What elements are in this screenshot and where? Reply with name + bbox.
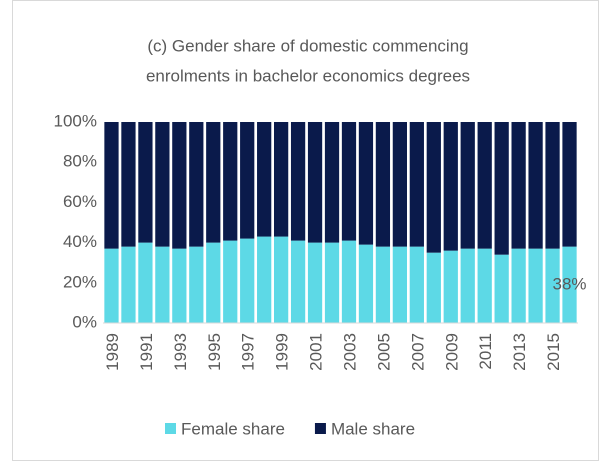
chart-frame [12, 0, 599, 461]
bar-segment [545, 122, 560, 249]
legend-label: Female share [181, 419, 285, 438]
bar-segment [460, 248, 475, 323]
bar-segment [172, 122, 187, 249]
chart-title: (c) Gender share of domestic commencing [147, 36, 468, 55]
x-tick-label: 1989 [103, 333, 122, 371]
bar-segment [460, 122, 475, 249]
bar-segment [138, 122, 153, 243]
bar-segment [443, 250, 458, 323]
y-tick-label: 100% [54, 111, 97, 130]
bar-segment [206, 242, 221, 323]
bar-segment [290, 240, 306, 323]
data-label: 38% [553, 274, 587, 293]
x-tick-label: 1991 [137, 333, 156, 371]
bar-segment [223, 122, 238, 241]
bar-segment [290, 122, 306, 241]
bar-segment [189, 122, 204, 247]
bar-segment [409, 246, 424, 323]
bar-segment [375, 122, 391, 247]
x-tick-label: 1999 [273, 333, 292, 371]
bar-segment [307, 122, 323, 243]
bar-segment [426, 252, 441, 323]
bar-segment [494, 254, 509, 323]
bar-segment [189, 246, 204, 323]
bar-segment [121, 246, 136, 323]
bar-segment [155, 246, 170, 323]
legend-swatch [165, 423, 176, 434]
bar-segment [392, 246, 407, 323]
bar-segment [138, 242, 153, 323]
x-tick-label: 1995 [205, 333, 224, 371]
bar-segment [274, 122, 289, 237]
y-tick-label: 80% [63, 152, 97, 171]
x-tick-label: 1993 [171, 333, 190, 371]
x-tick-label: 2015 [544, 333, 563, 371]
bar-segment [443, 122, 458, 251]
bar-segment [409, 122, 424, 247]
x-tick-label: 2011 [476, 333, 495, 370]
bar-segment [511, 248, 526, 323]
bar-segment [121, 122, 136, 247]
bar-segment [206, 122, 221, 243]
bar-segment [562, 122, 577, 247]
bar-segment [172, 248, 187, 323]
x-tick-label: 2007 [408, 333, 427, 371]
y-tick-label: 0% [72, 312, 97, 331]
bar-segment [477, 248, 492, 323]
bar-segment [324, 122, 340, 243]
y-tick-label: 60% [63, 192, 97, 211]
bar-segment [240, 122, 255, 239]
bar-segment [155, 122, 170, 247]
bar-segment [307, 242, 323, 323]
x-tick-label: 2005 [374, 333, 393, 371]
bar-segment [240, 238, 255, 323]
y-tick-label: 40% [63, 232, 97, 251]
y-tick-label: 20% [63, 272, 97, 291]
bar-segment [358, 244, 374, 323]
legend-swatch [314, 423, 326, 434]
bar-segment [324, 242, 340, 323]
legend-label: Male share [331, 419, 415, 438]
bar-segment [375, 246, 391, 323]
chart-title: enrolments in bachelor economics degrees [146, 66, 470, 85]
bar-segment [358, 122, 374, 245]
bar-segment [104, 122, 119, 249]
x-tick-label: 2001 [307, 333, 326, 371]
bar-segment [426, 122, 441, 253]
bar-segment [257, 122, 272, 237]
bar-segment [104, 248, 119, 323]
bar-segment [274, 236, 289, 323]
x-tick-label: 1997 [239, 333, 258, 371]
bar-segment [257, 236, 272, 323]
bar-segment [528, 122, 543, 249]
x-tick-label: 2003 [340, 333, 359, 371]
bar-segment [341, 122, 357, 241]
bar-segment [511, 122, 526, 249]
x-tick-label: 2009 [442, 333, 461, 371]
bar-segment [341, 240, 357, 323]
bar-segment [528, 248, 543, 323]
bar-segment [392, 122, 407, 247]
bar-segment [562, 246, 577, 323]
bar-segment [545, 248, 560, 323]
x-tick-label: 2013 [510, 333, 529, 371]
bar-segment [477, 122, 492, 249]
bar-segment [494, 122, 509, 255]
bar-segment [223, 240, 238, 323]
